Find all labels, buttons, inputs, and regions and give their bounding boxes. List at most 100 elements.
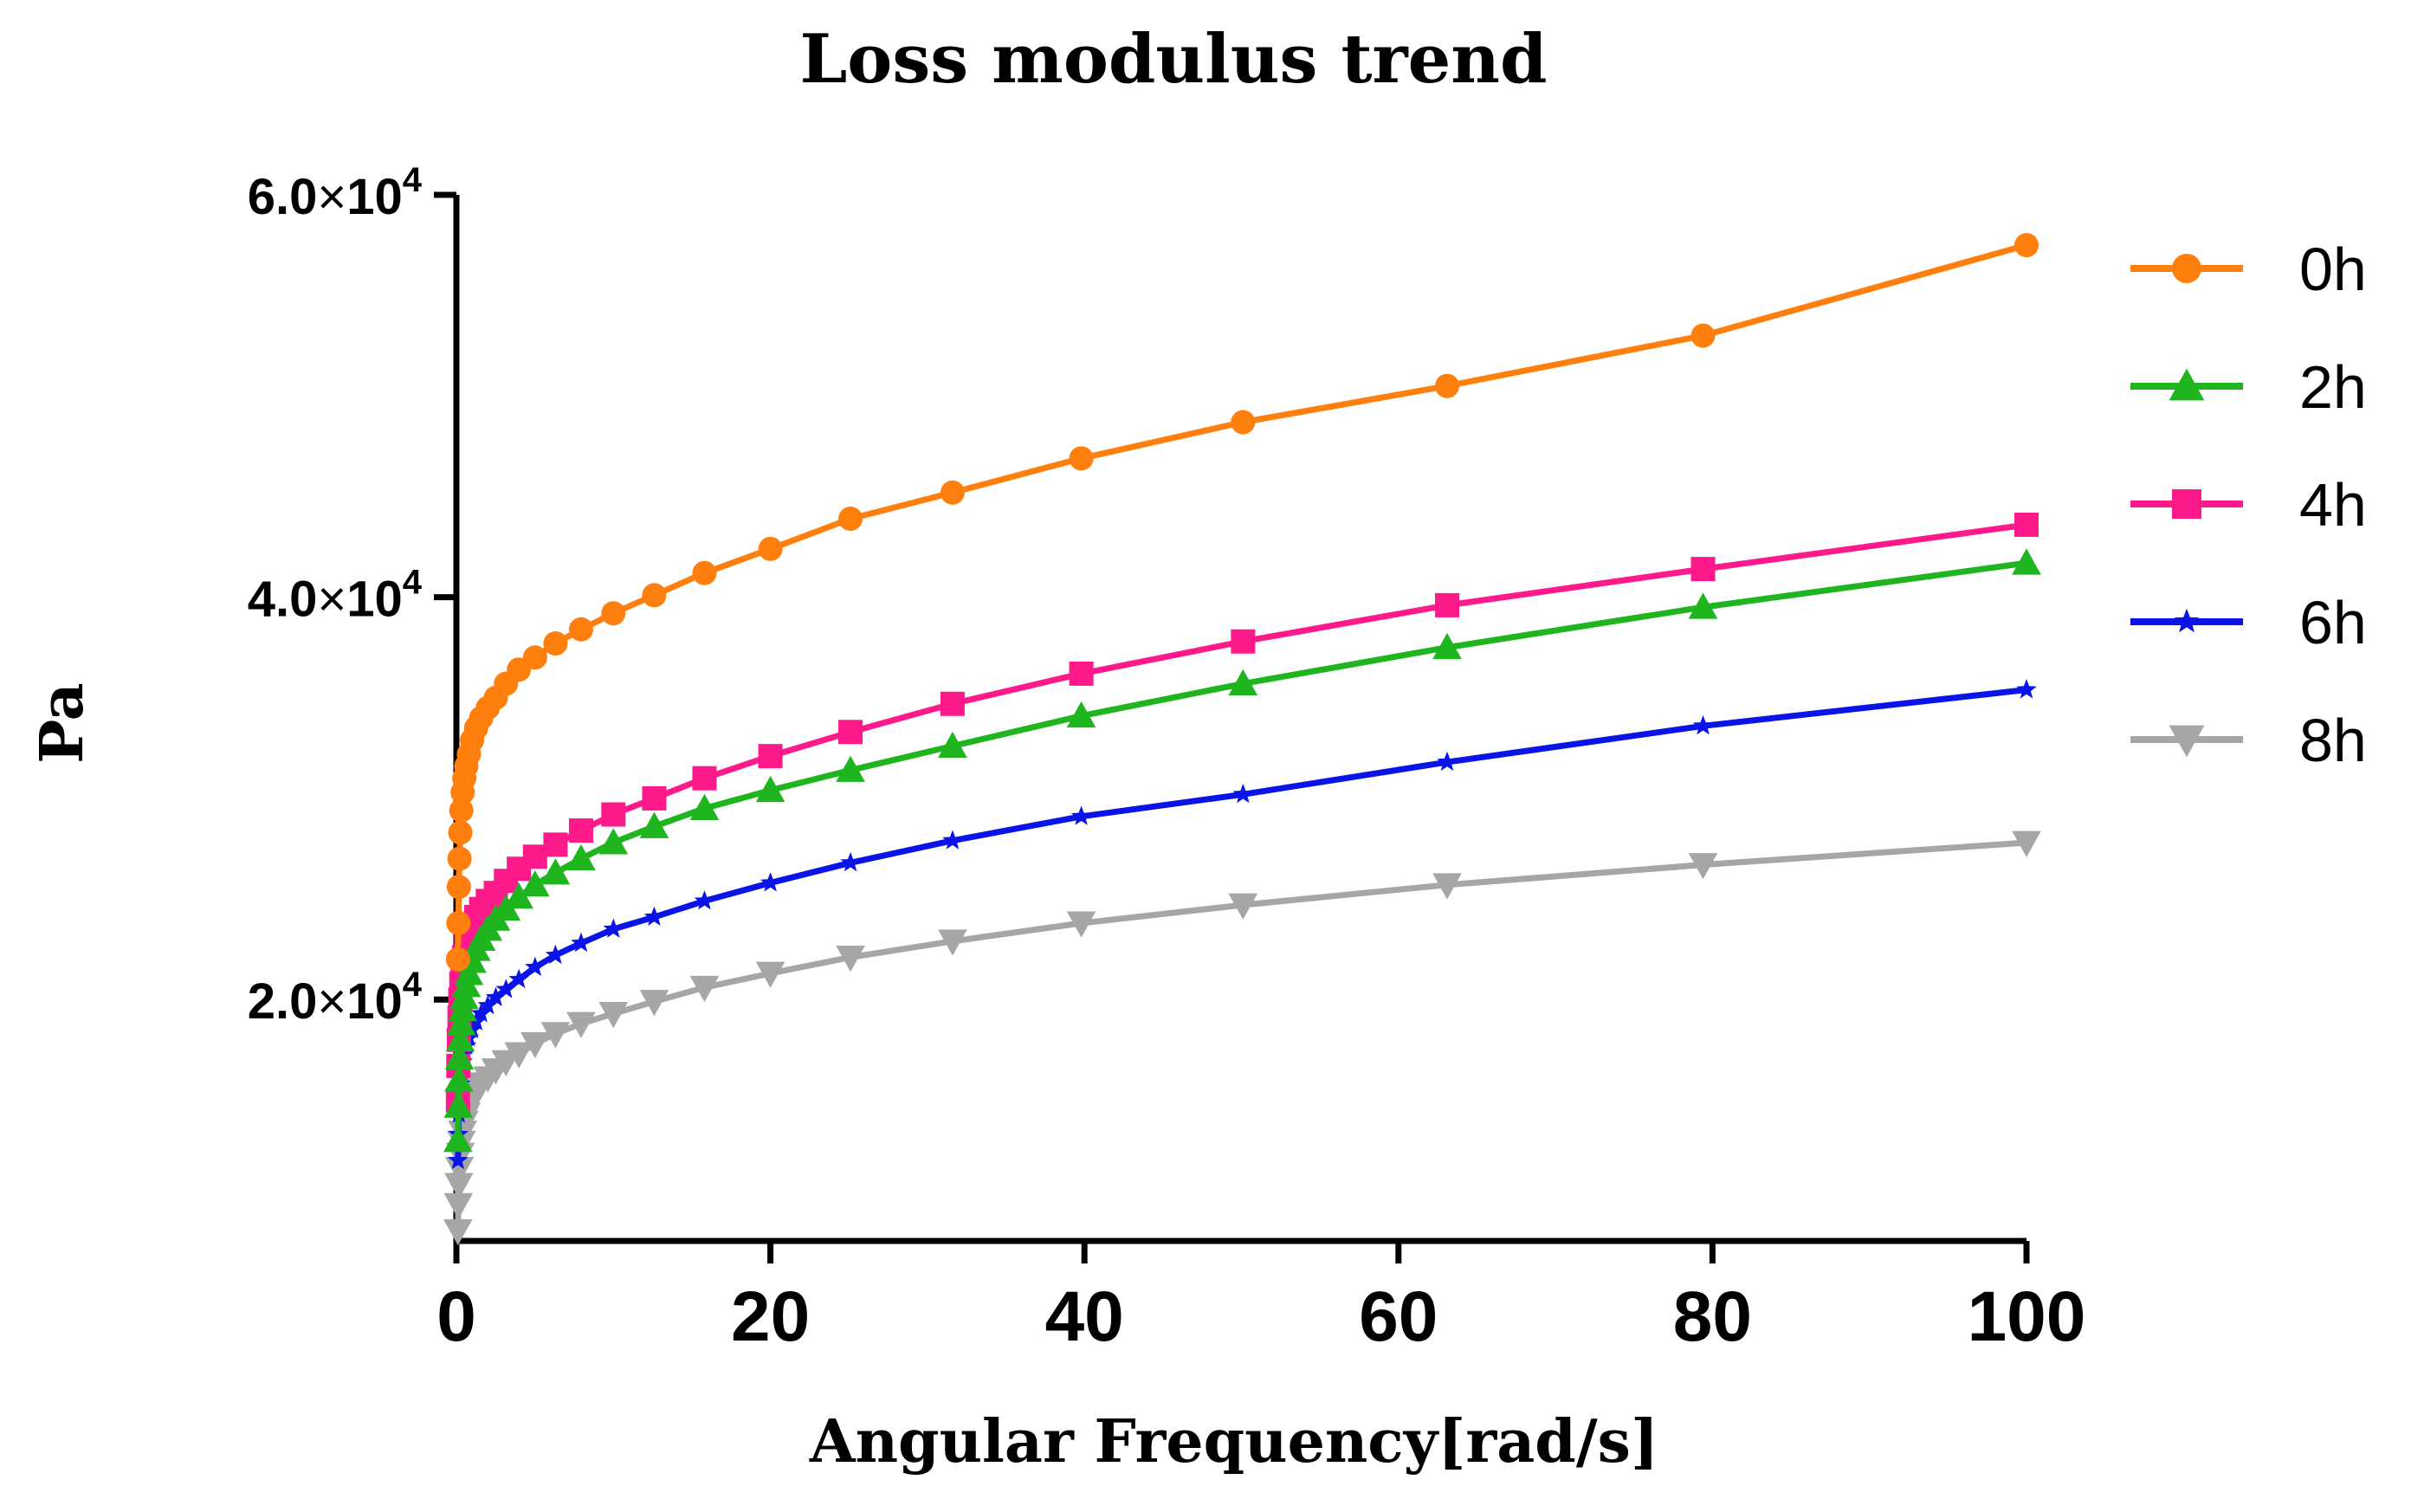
series-line-6h [455,687,2027,1161]
legend-label: 4h [2299,471,2367,539]
data-point-8h [639,990,669,1017]
chart-title: Loss modulus trend [799,20,1547,99]
y-tick-label: 2.0×104 [248,966,423,1030]
data-point-0h [642,583,667,608]
data-point-2h [444,1065,474,1092]
data-point-6h [495,979,516,998]
data-point-6h [1232,783,1254,804]
data-point-6h [508,968,529,988]
legend-item-0h: 0h [2130,236,2367,303]
data-point-8h [1066,911,1096,938]
data-point-4h [2014,512,2039,537]
x-tick-label: 80 [1673,1277,1752,1356]
data-point-0h [1069,446,1094,471]
data-point-8h [520,1031,550,1059]
data-point-2h [2012,548,2041,575]
data-point-0h [543,631,568,656]
data-point-0h [1435,373,1460,398]
data-point-6h [525,956,546,977]
series-0h [445,233,2039,972]
data-point-8h [504,1042,533,1069]
series-layer [443,233,2041,1246]
data-point-4h [838,720,863,745]
data-point-6h [1692,714,1714,735]
data-point-8h [444,1173,474,1199]
data-point-4h [1435,592,1460,617]
data-point-0h [601,601,626,626]
data-point-4h [692,766,717,791]
data-point-8h [443,1218,473,1246]
data-point-8h [1688,853,1718,880]
legend-label: 2h [2299,353,2367,421]
data-point-4h [1690,557,1716,582]
data-point-0h [2014,233,2039,258]
legend-label: 8h [2299,707,2367,774]
data-point-0h [1690,323,1716,348]
data-point-2h [1432,632,1462,660]
data-point-0h [940,480,965,505]
legend-label: 6h [2299,589,2367,656]
legend-marker [2172,489,2201,519]
legend-item-4h: 4h [2130,471,2367,539]
data-point-6h [694,890,715,910]
data-point-2h [1066,701,1096,728]
data-point-0h [446,875,471,900]
data-point-2h [444,1043,475,1070]
legend-marker [2174,608,2200,633]
x-tick-label: 40 [1045,1277,1124,1356]
data-point-6h [643,906,665,926]
y-tick-label: 6.0×104 [248,161,423,225]
data-point-2h [598,828,629,855]
legend-label: 0h [2299,236,2367,303]
data-point-0h [758,536,783,561]
data-point-2h [1688,592,1718,619]
data-point-6h [2016,679,2037,699]
data-point-4h [543,832,568,857]
data-point-0h [522,645,547,670]
data-point-8h [598,1002,629,1029]
data-point-4h [1069,661,1094,686]
data-point-0h [448,820,473,845]
data-point-2h [504,882,533,909]
data-point-2h [1228,669,1258,695]
data-point-6h [760,872,781,892]
data-point-2h [520,870,550,897]
series-6h [448,679,2037,1170]
data-point-8h [1228,893,1258,920]
legend-item-2h: 2h [2130,353,2367,421]
data-point-2h [938,731,967,758]
data-point-0h [568,617,593,642]
data-point-4h [601,802,626,827]
data-point-0h [445,947,470,972]
data-point-8h [938,929,967,956]
data-point-4h [642,785,667,811]
legend: 0h 2h 4h 6h 8h [2130,236,2367,774]
legend-marker [2169,725,2205,758]
data-point-2h [540,858,571,885]
data-point-0h [446,910,471,935]
data-point-8h [689,975,720,1003]
data-point-4h [568,818,593,843]
data-point-2h [445,1024,475,1052]
data-point-4h [1231,629,1256,654]
legend-marker [2172,254,2201,283]
data-point-0h [447,846,472,871]
data-point-0h [692,560,717,585]
data-point-2h [566,843,596,871]
x-tick-label: 60 [1359,1277,1438,1356]
x-tick-label: 20 [731,1277,810,1356]
data-point-8h [836,946,865,972]
data-point-8h [1432,873,1462,900]
data-point-0h [1231,410,1256,435]
data-point-6h [470,1003,492,1023]
data-point-0h [838,507,863,532]
x-tick-label: 0 [436,1277,476,1356]
data-point-6h [603,918,624,938]
data-point-8h [566,1011,596,1038]
data-point-2h [443,1091,474,1118]
series-8h [443,830,2041,1246]
data-point-2h [689,793,720,820]
data-point-2h [639,811,669,838]
data-point-6h [545,944,566,965]
